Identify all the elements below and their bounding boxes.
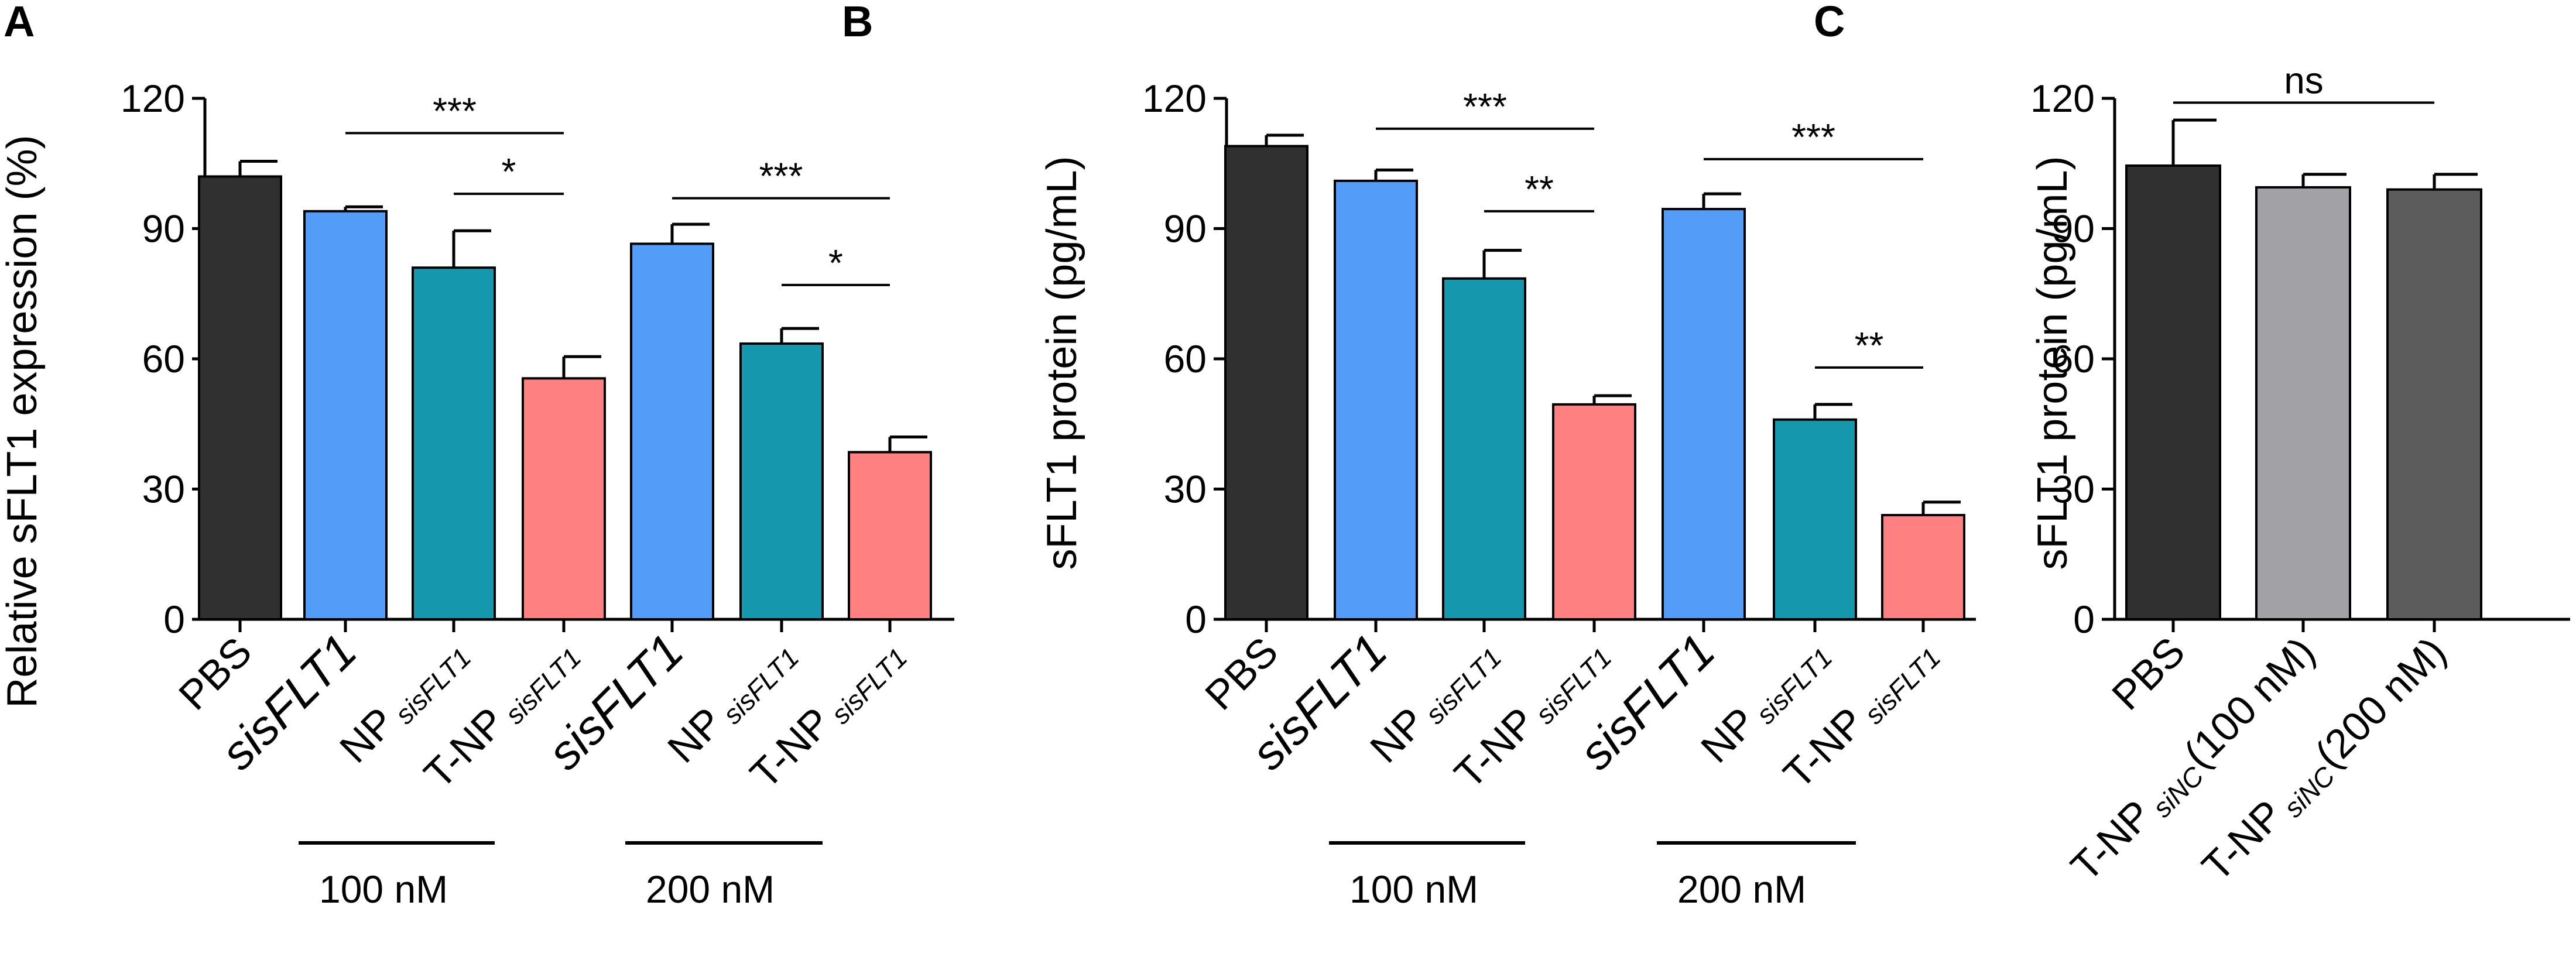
panel-b-y-tick-label: 60: [1164, 337, 1207, 380]
panel-a-category-label: T-NPsisFLT1: [741, 628, 913, 800]
panel-a-y-tick-label: 30: [142, 468, 185, 511]
panel-c-y-tick-label: 60: [2052, 337, 2095, 380]
panel-c-y-tick-label: 30: [2052, 468, 2095, 511]
panel-b-significance-label: **: [1855, 324, 1884, 366]
panel-a-bar: [848, 451, 932, 620]
panel-c-category-label: T-NPsiNC(100 nM): [2062, 628, 2327, 893]
panel-a-category-label: PBS: [170, 628, 260, 718]
panel-a-y-tick-label: 60: [142, 337, 185, 380]
panel-a-y-tick-label: 90: [142, 207, 185, 251]
panel-b-y-tick-label: 30: [1164, 468, 1207, 511]
panel-b-category-label: T-NPsisFLT1: [1775, 628, 1946, 800]
panel-b-bar: [1552, 403, 1636, 620]
panel-a-significance-label: *: [828, 242, 843, 284]
panel-letter-a: A: [4, 0, 35, 46]
panel-b-significance-label: ***: [1463, 85, 1507, 128]
panel-a-significance-label: ***: [759, 155, 803, 197]
panel-b-group-label: 100 nM: [1349, 867, 1478, 911]
panel-c-y-axis-label: sFLT1 protein (pg/mL): [2029, 156, 2076, 570]
panel-b-y-tick-label: 120: [1142, 77, 1207, 120]
panel-b-bar: [1773, 418, 1857, 620]
panel-b-category-label: PBS: [1196, 628, 1286, 718]
panel-b-bar: [1881, 514, 1965, 620]
panel-a-significance-label: ***: [433, 90, 477, 132]
panel-c-y-tick-label: 120: [2030, 77, 2095, 120]
panel-a-group-label: 200 nM: [646, 867, 775, 911]
panel-b-bar: [1334, 179, 1418, 620]
panel-letter-c: C: [1814, 0, 1845, 46]
panel-b-y-tick-label: 0: [1185, 598, 1207, 641]
panel-c-category-label: PBS: [2103, 628, 2193, 718]
panel-b-y-tick-label: 90: [1164, 207, 1207, 251]
panel-a-bar: [198, 175, 282, 620]
panel-c-y-tick-label: 0: [2073, 598, 2095, 641]
panel-c-category-label: T-NPsiNC(200 nM): [2193, 628, 2458, 893]
panel-a-y-tick-label: 0: [163, 598, 185, 641]
panel-a-group-label: 100 nM: [319, 867, 448, 911]
panel-b-y-axis-label: sFLT1 protein (pg/mL): [1039, 156, 1085, 570]
panel-c-bar: [2386, 188, 2482, 620]
panel-b-category-label: T-NPsisFLT1: [1445, 628, 1617, 800]
panel-a-bar: [522, 377, 606, 620]
panel-a-y-axis-label: Relative sFLT1 expression (%): [0, 135, 46, 708]
panel-b-significance-label: **: [1525, 168, 1554, 210]
panel-a-category-label: T-NPsisFLT1: [415, 628, 587, 800]
panel-a-bar: [630, 242, 714, 621]
panel-b-bar: [1662, 208, 1746, 620]
panel-c-significance-label: ns: [2284, 59, 2324, 101]
panel-c-bar: [2255, 186, 2351, 620]
panel-b-significance-label: ***: [1791, 116, 1835, 158]
panel-b-group-label: 200 nM: [1677, 867, 1806, 911]
panel-c-y-tick-label: 90: [2052, 207, 2095, 251]
panel-a-bar: [739, 342, 824, 621]
panel-c-bar: [2125, 164, 2221, 621]
panel-a-bar: [412, 266, 496, 620]
panel-b-bar: [1224, 145, 1308, 621]
panel-letter-b: B: [842, 0, 873, 46]
panel-a-significance-label: *: [502, 150, 516, 193]
panel-a-bar: [303, 210, 388, 621]
panel-b-bar: [1442, 277, 1526, 620]
panel-a-y-tick-label: 120: [121, 77, 185, 120]
